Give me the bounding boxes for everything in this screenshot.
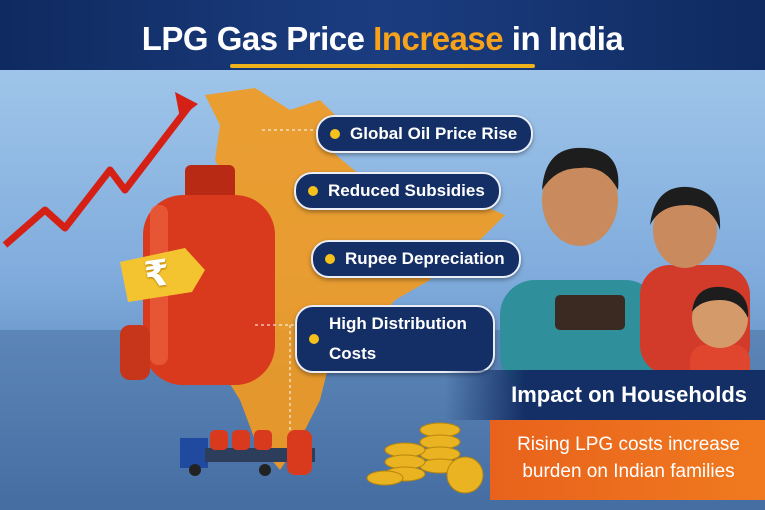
cause-label: Rupee Depreciation	[311, 240, 521, 278]
lpg-cylinder	[143, 195, 275, 385]
truck-cylinder	[232, 430, 250, 450]
child-face	[692, 288, 748, 348]
cause-label: High Distribution Costs	[295, 305, 495, 373]
woman-hair	[650, 186, 721, 230]
cause-label: Global Oil Price Rise	[316, 115, 534, 153]
title-text: LPG Gas Price	[141, 20, 365, 57]
rising-arrow	[2, 102, 193, 248]
wheel	[259, 464, 271, 476]
price-tag	[120, 248, 205, 302]
coins	[366, 422, 484, 494]
woman-face	[653, 192, 717, 268]
price-tag-symbol: ₹	[141, 251, 173, 296]
title-underline	[230, 64, 535, 68]
cause-label: Reduced Subsidies	[294, 172, 501, 210]
small-cylinder	[120, 325, 150, 380]
truck-cylinder	[210, 430, 228, 450]
wallet	[555, 295, 625, 330]
impact-title: Impact on Households	[445, 370, 765, 420]
title-text: in India	[511, 20, 624, 57]
truck-cab	[180, 438, 208, 468]
title: LPG Gas Price Increase in India	[0, 0, 765, 70]
title-highlight: Increase	[373, 20, 504, 57]
man-hair	[542, 147, 619, 190]
wheel	[189, 464, 201, 476]
truck-cylinder	[287, 430, 312, 475]
cylinder-valve	[185, 165, 235, 203]
truck-cylinder	[254, 430, 272, 450]
impact-text: Rising LPG costs increase burden on Indi…	[490, 420, 765, 500]
child-hair	[692, 286, 749, 318]
arrow-head	[175, 92, 198, 118]
man-face	[542, 154, 618, 246]
